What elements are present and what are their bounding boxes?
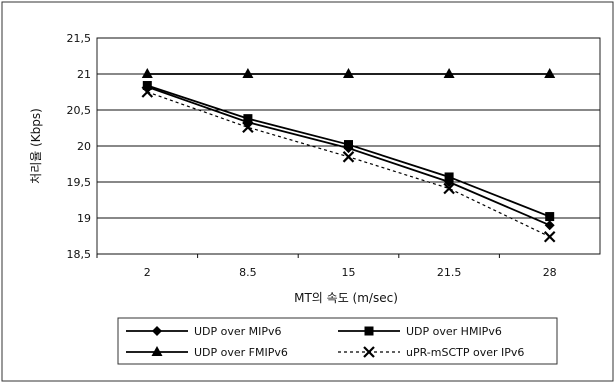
legend-box (117, 317, 558, 365)
data-point (142, 81, 152, 91)
data-point (344, 140, 353, 150)
legend-marker (364, 326, 374, 336)
data-point (141, 86, 154, 98)
y-tick-label: 19 (77, 212, 91, 225)
x-tick-label: 28 (543, 266, 557, 279)
data-point (444, 172, 454, 182)
data-point (141, 68, 153, 78)
legend-item: UDP over HMIPv6 (338, 325, 502, 338)
data-point (242, 68, 254, 78)
y-tick-label: 20 (77, 140, 91, 153)
legend-marker (151, 346, 163, 356)
legend-marker (363, 346, 375, 358)
x-tick-label: 15 (342, 266, 356, 279)
legend-label: UDP over FMIPv6 (194, 346, 288, 359)
y-tick-labels: 21,5 21 20,5 20 19,5 19 18,5 (67, 32, 92, 261)
legend-label: UDP over MIPv6 (194, 325, 282, 338)
y-tick-label: 18,5 (67, 248, 92, 261)
x-tick-labels: 2 8.5 15 21.5 28 (96, 254, 557, 279)
x-tick-label: 2 (144, 266, 151, 279)
data-point (443, 68, 455, 78)
data-point (343, 68, 354, 78)
legend-marker (152, 326, 162, 336)
data-point (544, 220, 555, 231)
x-axis-title: MT의 속도 (m/sec) (294, 291, 398, 305)
data-point (342, 151, 355, 163)
x-tick-label: 8.5 (239, 266, 257, 279)
series-2 (142, 81, 555, 222)
data-point (544, 68, 556, 78)
y-axis-title: 처리율 (Kbps) (29, 108, 43, 184)
data-point (242, 121, 254, 134)
data-point (543, 230, 556, 243)
data-point (545, 212, 555, 222)
series-3 (141, 68, 556, 78)
series-4 (141, 86, 556, 243)
legend-item: UDP over FMIPv6 (126, 346, 288, 359)
y-tick-label: 19,5 (67, 176, 92, 189)
y-tick-label: 21 (77, 68, 91, 81)
y-tick-label: 20,5 (67, 104, 92, 117)
x-tick-label: 21.5 (437, 266, 462, 279)
legend-item: uPR-mSCTP over IPv6 (338, 346, 524, 359)
legend: UDP over MIPv6 UDP over HMIPv6 UDP over FM… (117, 317, 558, 365)
data-point (243, 114, 253, 124)
legend-item: UDP over MIPv6 (126, 325, 282, 338)
legend-label: uPR-mSCTP over IPv6 (406, 346, 524, 359)
y-tick-label: 21,5 (67, 32, 92, 45)
legend-label: UDP over HMIPv6 (406, 325, 502, 338)
series-layer (141, 68, 556, 243)
data-point (443, 182, 455, 195)
